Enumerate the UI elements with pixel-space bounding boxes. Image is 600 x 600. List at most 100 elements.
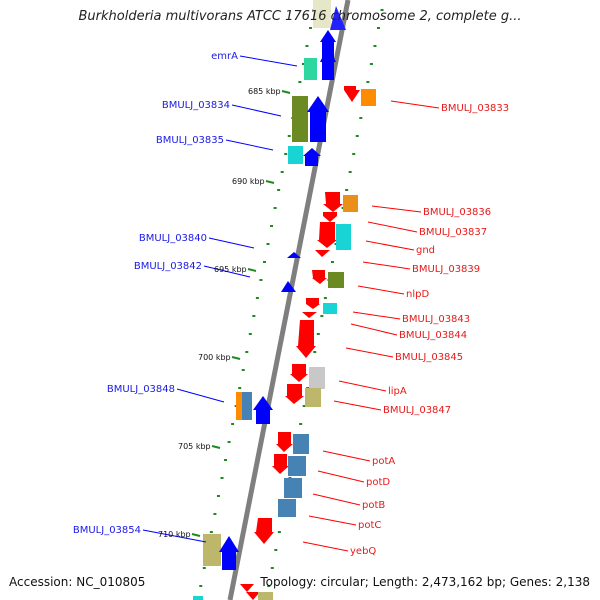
label-leader [352, 311, 401, 320]
label-leader [239, 55, 298, 67]
gene-label-potC[interactable]: potC [358, 520, 381, 531]
scale-dot [266, 243, 270, 245]
gene-label-potB[interactable]: potB [362, 500, 385, 511]
gene-label-BMULJ_03842[interactable]: BMULJ_03842 [134, 261, 202, 272]
scale-dot [241, 369, 245, 371]
scale-dot [274, 549, 278, 551]
scale-dot [302, 405, 306, 407]
scale-tick-mark [247, 268, 257, 272]
label-leader [176, 388, 225, 403]
label-leader [231, 104, 282, 117]
gene-BMULJ_03854[interactable] [203, 534, 239, 570]
scale-dot [267, 585, 271, 587]
scale-dot [262, 261, 266, 263]
scale-dot [227, 441, 231, 443]
gene-label-BMULJ_03839[interactable]: BMULJ_03839 [412, 264, 480, 275]
gene-gnd[interactable] [315, 250, 330, 257]
gene-label-BMULJ_03843[interactable]: BMULJ_03843 [402, 314, 470, 325]
gene-arrow[interactable] [246, 592, 260, 600]
gene-label-BMULJ_03845[interactable]: BMULJ_03845 [395, 352, 463, 363]
gene-potD[interactable] [272, 454, 306, 476]
gene-BMULJ_03837[interactable] [317, 222, 351, 250]
gene-BMULJ_03843[interactable] [323, 303, 337, 314]
scale-dot [313, 351, 317, 353]
scale-dot [202, 567, 206, 569]
gene-BMULJ_03835[interactable] [288, 146, 321, 166]
feature-layer [193, 0, 376, 600]
gene-BMULJ_03833[interactable] [344, 86, 376, 106]
scale-dot [287, 135, 291, 137]
gene-BMULJ_03844[interactable] [302, 312, 317, 318]
gene-arrow[interactable] [240, 584, 254, 592]
gene-BMULJ_03848[interactable] [236, 392, 273, 424]
gene-label-potD[interactable]: potD [366, 477, 390, 488]
scale-dot [220, 477, 224, 479]
scale-dot [316, 333, 320, 335]
gene-label-lipA[interactable]: lipA [388, 386, 407, 397]
gene-arrow[interactable] [320, 30, 336, 58]
gene-BMULJ_03842[interactable] [281, 281, 296, 292]
label-leader [350, 323, 398, 336]
gene-label-BMULJ_03854[interactable]: BMULJ_03854 [73, 525, 141, 536]
scale-dot [259, 279, 263, 281]
scale-dot [209, 531, 213, 533]
scale-dot [366, 81, 370, 83]
scale-dot [224, 459, 228, 461]
scale-dot [348, 171, 352, 173]
gene-label-BMULJ_03847[interactable]: BMULJ_03847 [383, 405, 451, 416]
gene-BMULJ_03847[interactable] [285, 384, 321, 407]
gene-label-BMULJ_03840[interactable]: BMULJ_03840 [139, 233, 207, 244]
gene-label-BMULJ_03844[interactable]: BMULJ_03844 [399, 330, 467, 341]
gene-label-BMULJ_03833[interactable]: BMULJ_03833 [441, 103, 509, 114]
scale-dot [199, 585, 203, 587]
label-leader [362, 261, 411, 270]
gene-label-potA[interactable]: potA [372, 456, 395, 467]
page-title: Burkholderia multivorans ATCC 17616 chro… [78, 9, 522, 24]
gene-BMULJ_03834[interactable] [292, 96, 329, 142]
gene-label-BMULJ_03848[interactable]: BMULJ_03848 [107, 384, 175, 395]
accession-text: Accession: NC_010805 [9, 575, 146, 589]
cog-box [193, 596, 203, 600]
gene-yebQ[interactable] [254, 518, 274, 544]
scale-dot [345, 189, 349, 191]
gene-lipA[interactable] [290, 364, 325, 389]
scale-dot [320, 315, 324, 317]
gene-arrow[interactable] [330, 6, 346, 30]
scale-dot [369, 63, 373, 65]
scale-tick-label: 685 kbp [248, 87, 281, 96]
scale-dot [273, 207, 277, 209]
gene-label-nlpD[interactable]: nlpD [406, 289, 429, 300]
gene-label-BMULJ_03837[interactable]: BMULJ_03837 [419, 227, 487, 238]
label-leader [338, 380, 387, 392]
scale-dot [248, 333, 252, 335]
scale-dot [330, 261, 334, 263]
scale-dot [245, 351, 249, 353]
label-leader [333, 400, 382, 411]
gene-label-gnd[interactable]: gnd [416, 245, 435, 256]
label-leader [322, 450, 371, 462]
gene-BMULJ_03836[interactable] [323, 192, 358, 222]
gene-potA[interactable] [276, 432, 309, 454]
scale-dot [280, 171, 284, 173]
gene-label-yebQ[interactable]: yebQ [350, 546, 376, 557]
scale-dot [270, 225, 274, 227]
gene-label-emrA[interactable]: emrA [211, 51, 238, 62]
gene-label-BMULJ_03834[interactable]: BMULJ_03834 [162, 100, 230, 111]
gene-potC[interactable] [278, 499, 296, 517]
gene-BMULJ_03839[interactable] [312, 270, 344, 288]
cog-box [313, 0, 331, 28]
gene-potB[interactable] [284, 478, 302, 498]
scale-dot [298, 81, 302, 83]
scale-dot [305, 45, 309, 47]
scale-dot [277, 189, 281, 191]
scale-dot [252, 315, 256, 317]
gene-nlpD[interactable] [306, 298, 320, 309]
scale-dot [355, 135, 359, 137]
scale-dot [270, 567, 274, 569]
scale-dot [323, 297, 327, 299]
gene-label-BMULJ_03835[interactable]: BMULJ_03835 [156, 135, 224, 146]
gene-BMULJ_03840[interactable] [287, 252, 301, 258]
gene-label-BMULJ_03836[interactable]: BMULJ_03836 [423, 207, 491, 218]
scale-tick-mark [265, 180, 275, 184]
gene-BMULJ_03845[interactable] [296, 320, 316, 358]
